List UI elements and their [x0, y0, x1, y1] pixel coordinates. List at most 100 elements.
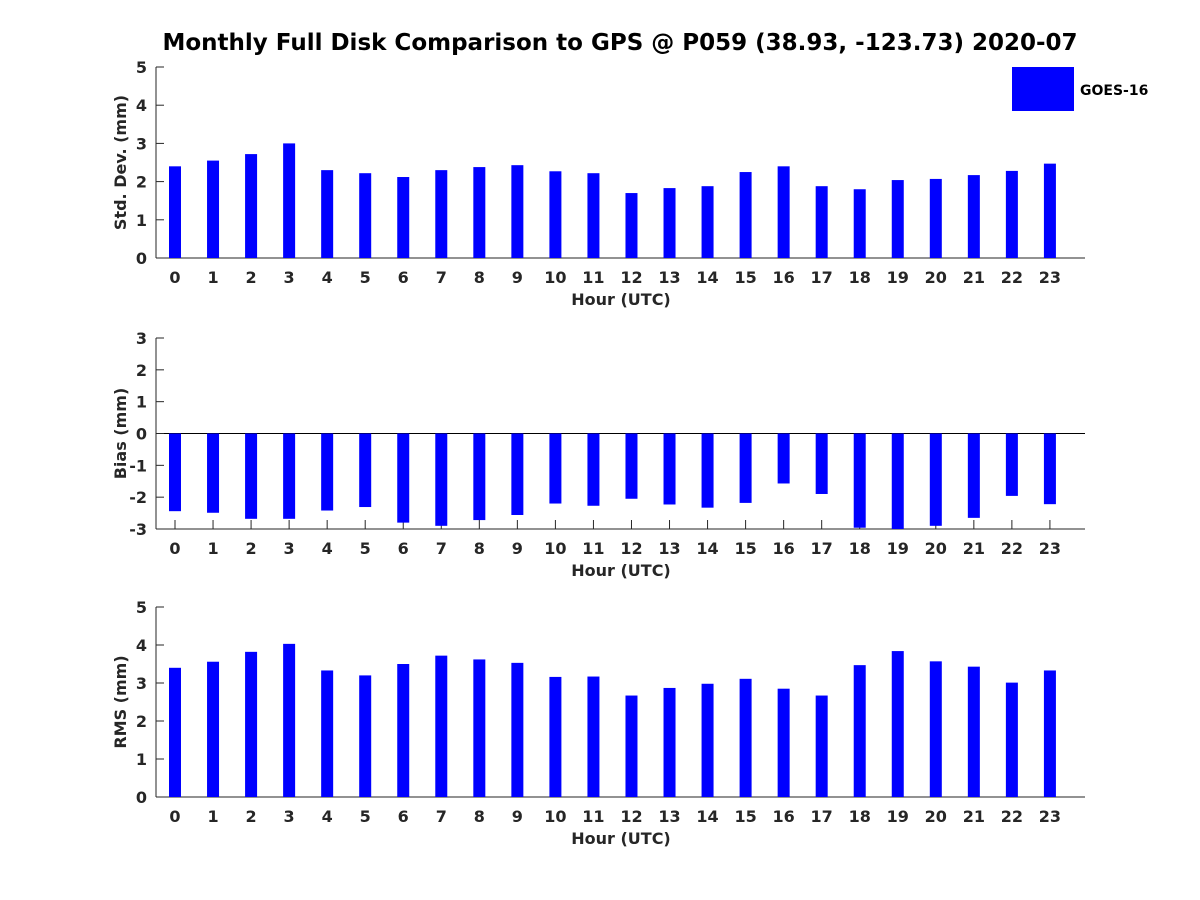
bar-hour-4: [321, 170, 334, 258]
x-tick-label: 7: [436, 807, 447, 826]
x-tick-label: 6: [398, 268, 409, 287]
bar-hour-13: [663, 687, 676, 797]
bar-hour-21: [967, 433, 980, 518]
x-tick-label: 16: [773, 268, 795, 287]
bar-hour-23: [1043, 670, 1056, 797]
bar-hour-3: [283, 433, 296, 519]
bar-hour-5: [359, 675, 372, 797]
x-tick-label: 0: [169, 807, 180, 826]
bar-hour-20: [929, 178, 942, 258]
x-tick-label: 11: [582, 539, 604, 558]
bar-hour-10: [549, 433, 562, 504]
x-tick-label: 21: [963, 268, 985, 287]
x-tick-label: 11: [582, 268, 604, 287]
x-tick-label: 14: [696, 268, 718, 287]
bar-hour-20: [929, 433, 942, 526]
legend: GOES-16: [1012, 67, 1148, 111]
bar-hour-1: [207, 160, 220, 258]
x-tick-label: 2: [246, 268, 257, 287]
bar-hour-19: [891, 433, 904, 529]
bar-hour-14: [701, 433, 714, 508]
x-axis-label: Hour (UTC): [571, 561, 671, 580]
x-tick-label: 3: [284, 268, 295, 287]
bar-hour-21: [967, 666, 980, 797]
y-tick-label: 2: [136, 173, 147, 192]
y-tick-label: -1: [129, 456, 147, 475]
bar-hour-2: [245, 154, 258, 258]
x-tick-label: 8: [474, 539, 485, 558]
x-tick-label: 12: [620, 807, 642, 826]
x-tick-label: 9: [512, 268, 523, 287]
y-tick-label: 4: [136, 636, 147, 655]
x-tick-label: 2: [246, 807, 257, 826]
bar-hour-10: [549, 676, 562, 797]
x-tick-label: 17: [811, 807, 833, 826]
bar-hour-22: [1005, 433, 1018, 496]
bar-hour-15: [739, 433, 752, 503]
bar-hour-16: [777, 433, 790, 484]
x-tick-label: 5: [360, 268, 371, 287]
bar-hour-4: [321, 433, 334, 511]
bar-hour-12: [625, 433, 638, 499]
bar-hour-23: [1043, 163, 1056, 258]
y-axis-label: Bias (mm): [111, 388, 130, 480]
x-tick-label: 14: [696, 807, 718, 826]
x-tick-label: 4: [322, 807, 333, 826]
bar-hour-16: [777, 688, 790, 797]
bar-hour-0: [169, 166, 181, 258]
x-tick-label: 3: [284, 807, 295, 826]
x-axis-label: Hour (UTC): [571, 290, 671, 309]
x-tick-label: 7: [436, 268, 447, 287]
x-tick-label: 0: [169, 268, 180, 287]
x-tick-label: 1: [207, 539, 218, 558]
bar-hour-11: [587, 173, 600, 258]
legend-label: GOES-16: [1080, 83, 1148, 99]
bar-hour-19: [891, 180, 904, 258]
x-tick-label: 18: [849, 807, 871, 826]
bar-hour-15: [739, 678, 752, 797]
x-tick-label: 15: [734, 268, 756, 287]
x-tick-label: 20: [925, 539, 947, 558]
bar-hour-22: [1005, 682, 1018, 797]
x-tick-label: 15: [734, 807, 756, 826]
x-tick-label: 5: [360, 539, 371, 558]
bar-hour-2: [245, 433, 258, 519]
x-tick-label: 10: [544, 807, 566, 826]
y-tick-label: 3: [136, 134, 147, 153]
x-tick-label: 2: [246, 539, 257, 558]
bar-hour-5: [359, 173, 372, 258]
x-tick-label: 7: [436, 539, 447, 558]
bar-hour-13: [663, 188, 676, 258]
bar-hour-17: [815, 433, 828, 494]
bar-hour-3: [283, 643, 296, 797]
x-tick-label: 12: [620, 539, 642, 558]
x-tick-label: 13: [658, 539, 680, 558]
bar-hour-9: [511, 165, 524, 258]
bar-hour-18: [853, 433, 866, 528]
bar-hour-15: [739, 172, 752, 258]
x-tick-label: 21: [963, 539, 985, 558]
bar-hour-8: [473, 659, 486, 797]
bar-hour-11: [587, 676, 600, 797]
x-tick-label: 17: [811, 539, 833, 558]
y-tick-label: 1: [136, 211, 147, 230]
x-tick-label: 23: [1039, 807, 1061, 826]
y-tick-label: 2: [136, 712, 147, 731]
bar-hour-20: [929, 661, 942, 797]
bar-hour-7: [435, 655, 448, 797]
x-tick-label: 23: [1039, 539, 1061, 558]
y-tick-label: 0: [136, 425, 147, 444]
x-tick-label: 15: [734, 539, 756, 558]
bar-hour-16: [777, 166, 790, 258]
bar-hour-1: [207, 433, 220, 513]
x-tick-label: 22: [1001, 539, 1023, 558]
x-tick-label: 13: [658, 268, 680, 287]
bar-hour-9: [511, 662, 524, 797]
x-tick-label: 14: [696, 539, 718, 558]
bar-hour-3: [283, 143, 296, 258]
